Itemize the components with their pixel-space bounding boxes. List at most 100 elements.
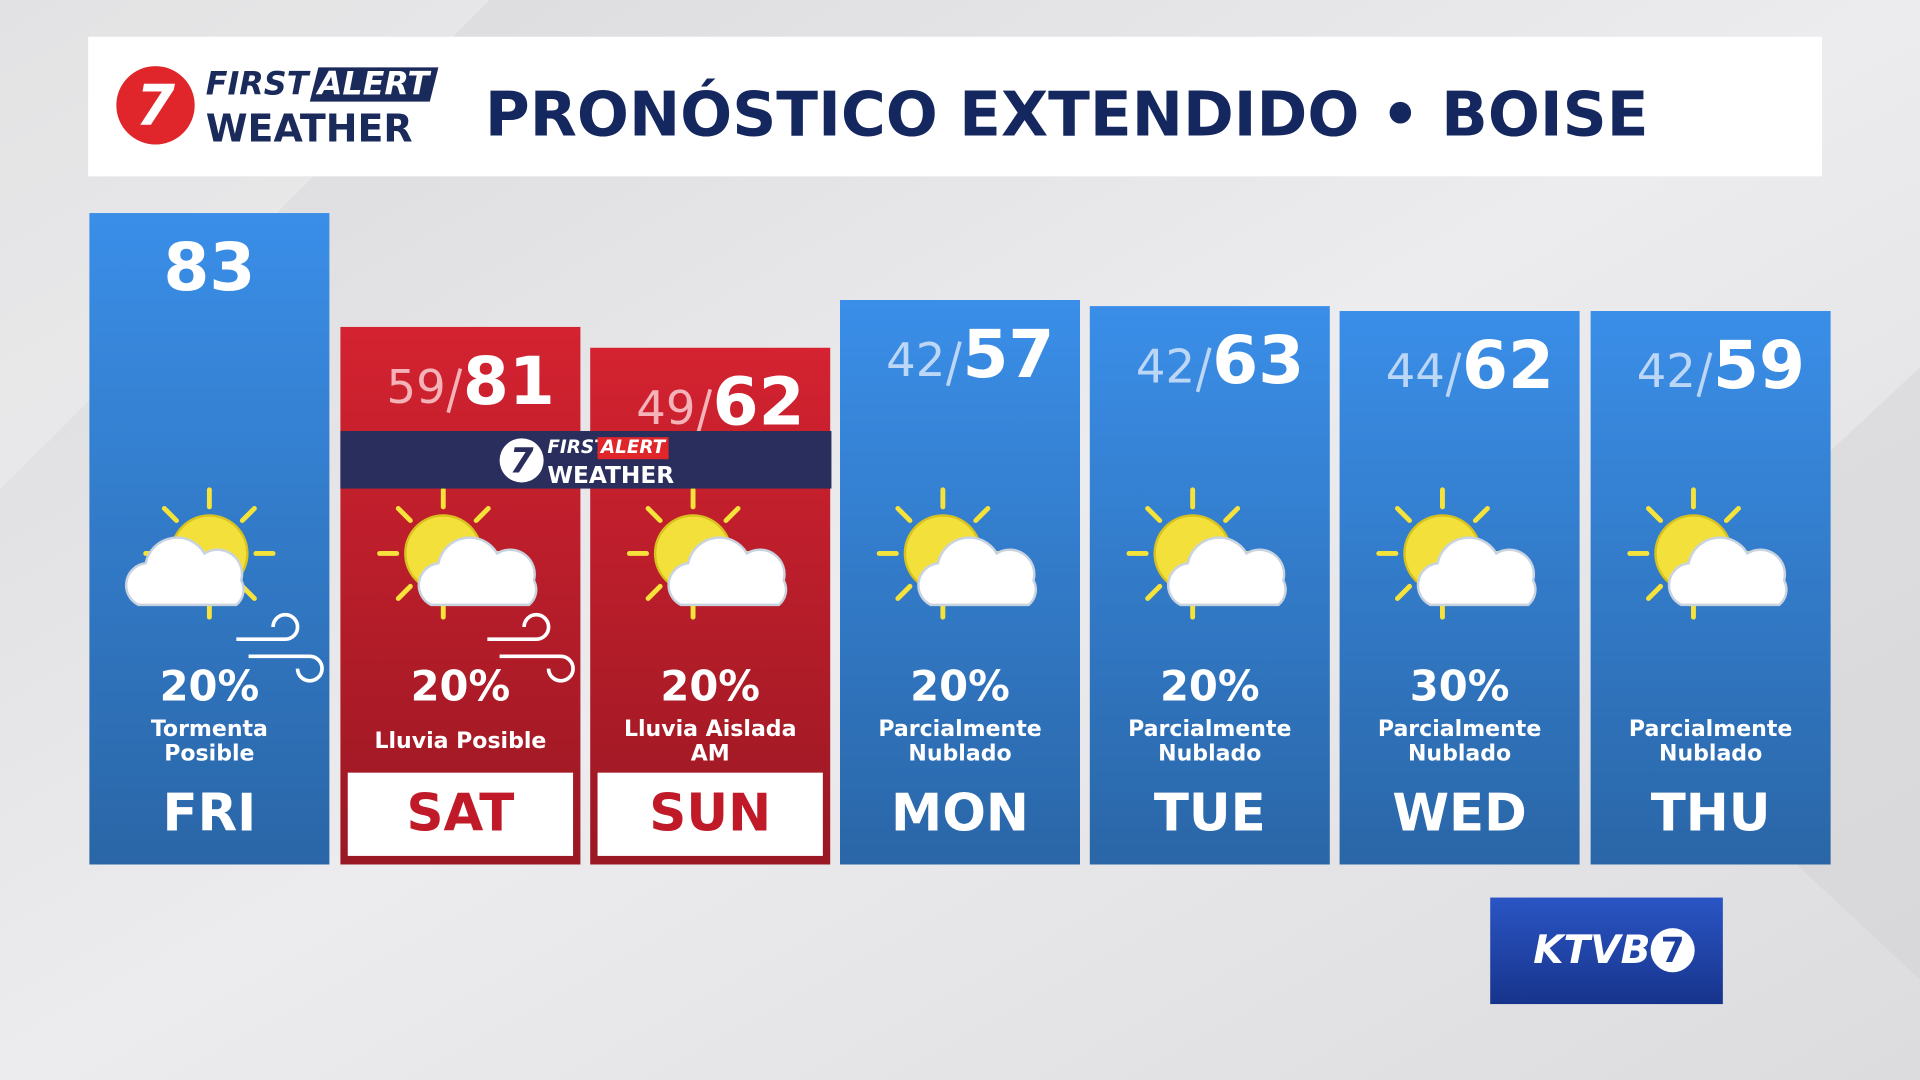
day-box <box>597 772 823 856</box>
cloud <box>917 536 1038 607</box>
low-temp: 44 <box>1386 344 1445 398</box>
wind <box>487 612 575 683</box>
temp-slash <box>1696 352 1713 398</box>
temp-slash <box>696 388 712 434</box>
condition: Parcialmente <box>1128 717 1291 742</box>
sun-ray <box>239 505 257 524</box>
banner-circle <box>499 438 544 483</box>
high-temp: 63 <box>1212 322 1304 399</box>
precip: 20% <box>411 661 511 710</box>
sun-ray <box>395 505 413 524</box>
day-label: SUN <box>649 784 771 844</box>
day-label: FRI <box>162 784 256 844</box>
sun-ray <box>1223 505 1241 524</box>
condition: Tormenta <box>151 717 268 742</box>
day-column: 59 81 20% Lluvia Posible SAT <box>340 326 581 865</box>
day-label: WED <box>1392 784 1527 844</box>
logo-alert-box <box>309 67 439 102</box>
sun-ray <box>1472 505 1490 524</box>
title: PRONÓSTICO EXTENDIDO • BOISE <box>485 79 1649 150</box>
station-number: 7 <box>1661 931 1685 971</box>
cloud <box>1167 536 1287 607</box>
precip: 20% <box>660 661 760 710</box>
sun-ray <box>1645 505 1664 524</box>
low-temp: 59 <box>387 360 446 414</box>
condition: Nublado <box>1659 741 1762 766</box>
sun-ray <box>645 505 663 524</box>
banner-number: 7 <box>510 441 534 481</box>
banner-alert-box <box>597 437 669 460</box>
low-temp: 49 <box>636 381 695 435</box>
sun-ray <box>161 505 179 524</box>
sun-ray <box>1145 505 1163 524</box>
header-logo: 7 FIRST ALERT WEATHER <box>116 65 439 151</box>
banner-bar <box>340 431 832 489</box>
high-temp: 62 <box>1462 327 1554 404</box>
condition: Nublado <box>1158 741 1261 766</box>
sun-ray <box>1394 505 1412 524</box>
wind <box>236 612 324 683</box>
condition: Parcialmente <box>1378 717 1541 742</box>
high-temp: 83 <box>163 229 255 306</box>
sun-ray <box>895 505 913 524</box>
condition: Posible <box>164 741 254 766</box>
cloud <box>124 536 245 607</box>
cloud <box>1667 536 1788 607</box>
day-label: THU <box>1651 784 1771 844</box>
sun-ray <box>1145 583 1163 601</box>
sun-ray <box>973 505 991 524</box>
condition: Lluvia Posible <box>374 729 546 754</box>
high-temp: 57 <box>962 316 1054 393</box>
condition: Parcialmente <box>878 717 1041 742</box>
precip: 30% <box>1410 661 1510 710</box>
precip: 20% <box>910 661 1010 710</box>
logo-first: FIRST <box>206 65 311 103</box>
banner-weather: WEATHER <box>547 462 674 489</box>
condition: Parcialmente <box>1629 717 1792 742</box>
condition: Nublado <box>1408 741 1511 766</box>
temp-slash <box>1445 352 1462 398</box>
low-temp: 42 <box>1136 339 1195 393</box>
station-circle <box>1650 928 1695 973</box>
condition: Nublado <box>908 741 1011 766</box>
banner-first: FIRST <box>547 437 608 458</box>
precip: 20% <box>160 661 260 710</box>
high-temp: 59 <box>1713 327 1805 404</box>
day-label: TUE <box>1154 784 1266 844</box>
day-box <box>347 772 574 856</box>
sun-ray <box>645 583 663 601</box>
sun-ray <box>895 583 913 601</box>
day-label: SAT <box>406 784 514 844</box>
station-name: KTVB <box>1533 928 1650 973</box>
condition: Lluvia Aislada <box>624 717 797 742</box>
logo-number: 7 <box>136 74 176 139</box>
sun-ray <box>395 583 413 601</box>
sun-ray <box>1394 583 1412 601</box>
sun-ray <box>473 505 491 524</box>
cloud <box>417 536 538 607</box>
temp-slash <box>1195 347 1212 393</box>
high-temp: 62 <box>713 364 805 441</box>
logo-circle <box>116 66 195 145</box>
sun-ray <box>1645 583 1664 601</box>
sun-ray <box>1723 505 1741 524</box>
header-bar <box>88 36 1823 177</box>
cloud <box>667 536 788 607</box>
cloud <box>1416 536 1537 607</box>
station-logo: KTVB 7 <box>1490 897 1723 1005</box>
temp-slash <box>446 368 463 414</box>
low-temp: 42 <box>1637 344 1696 398</box>
low-temp: 42 <box>886 333 945 387</box>
condition: AM <box>691 741 730 766</box>
day-label: MON <box>891 784 1029 844</box>
